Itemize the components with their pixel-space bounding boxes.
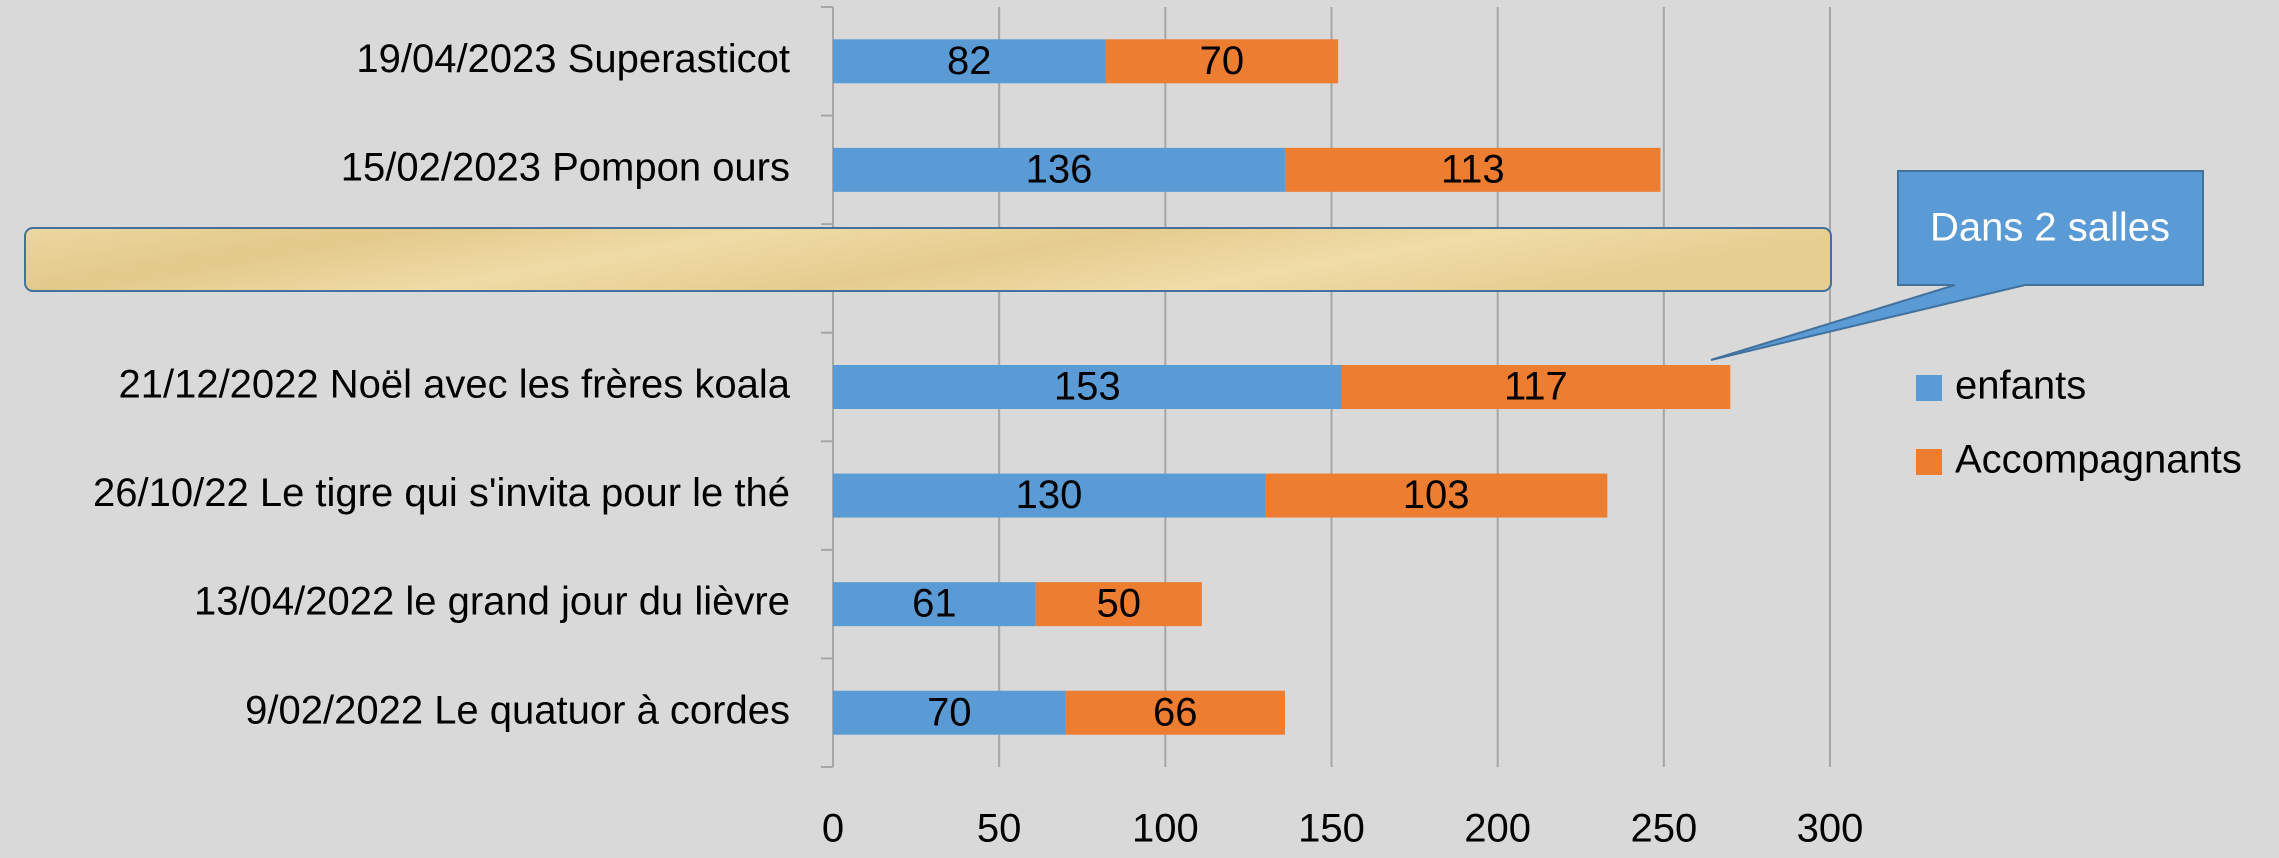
data-label: 103 <box>1403 473 1470 517</box>
data-label: 153 <box>1054 365 1121 409</box>
bar-segment <box>1341 365 1731 409</box>
x-tick-label: 300 <box>1797 807 1864 851</box>
legend-label: Accompagnants <box>1955 438 2242 482</box>
data-label: 113 <box>1441 147 1505 191</box>
bar-segment <box>833 582 1036 627</box>
legend-swatch <box>1916 449 1942 475</box>
bar-segment <box>1065 690 1285 735</box>
y-tick-label: 21/12/2022 Noël avec les frères koala <box>118 363 790 407</box>
legend-label: enfants <box>1955 364 2086 408</box>
data-label: 117 <box>1504 365 1568 409</box>
bar-segment <box>1284 147 1661 192</box>
x-tick-label: 100 <box>1132 807 1199 851</box>
bar-segment <box>833 473 1266 518</box>
x-tick-label: 150 <box>1298 807 1365 851</box>
y-tick-label: 9/02/2022 Le quatuor à cordes <box>245 688 790 732</box>
bar-segment <box>1105 39 1339 84</box>
data-label: 66 <box>1153 690 1198 734</box>
x-tick-label: 0 <box>822 807 844 851</box>
bar-segment <box>833 365 1342 409</box>
data-label: 61 <box>912 582 957 626</box>
bar-segment <box>833 39 1106 84</box>
data-label: 130 <box>1016 473 1083 517</box>
plot: 0 50 100 150 200 250 300 19/04/2023 Superastico… <box>93 6 2242 851</box>
x-tick-label: 250 <box>1630 807 1697 851</box>
y-tick-label: 13/04/2022 le grand jour du lièvre <box>194 580 790 624</box>
data-label: 82 <box>947 39 992 83</box>
y-tick-label: 19/04/2023 Superasticot <box>356 37 790 81</box>
callout <box>1710 170 2204 361</box>
x-tick-label: 200 <box>1464 807 1531 851</box>
y-tick-label: 26/10/22 Le tigre qui s'invita pour le t… <box>93 471 790 515</box>
data-label: 50 <box>1097 582 1142 626</box>
x-tick-label: 50 <box>977 807 1022 851</box>
bar-segment <box>833 147 1285 192</box>
data-label: 136 <box>1026 147 1093 191</box>
y-tick-label: 15/02/2023 Pompon ours <box>341 145 790 189</box>
bar-segment <box>1035 582 1202 627</box>
legend-swatch <box>1916 375 1942 401</box>
bar-segment <box>1265 473 1608 518</box>
overlay-band <box>24 227 1832 292</box>
data-label: 70 <box>927 690 972 734</box>
annotation: Dans 2 salles <box>1930 206 2170 250</box>
bar-segment <box>833 690 1066 735</box>
data-label: 70 <box>1200 39 1245 83</box>
